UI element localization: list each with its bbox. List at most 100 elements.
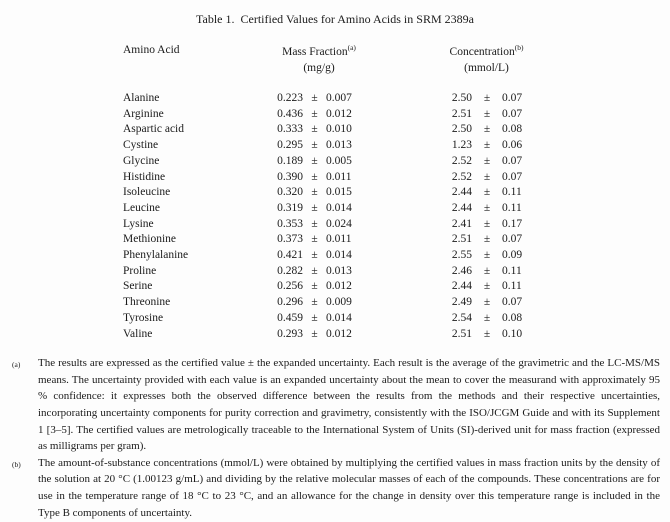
plus-minus-symbol: ± — [311, 249, 318, 262]
mass-fraction-uncertainty: 0.011 — [326, 233, 352, 246]
column-gap — [366, 201, 441, 217]
mass-fraction-value: 0.421 — [277, 249, 303, 262]
concentration-uncertainty: 0.07 — [502, 296, 523, 309]
concentration-value: 2.44 — [451, 201, 472, 214]
concentration-value: 2.51 — [451, 327, 472, 340]
footnote-ref-a: (a) — [347, 43, 356, 53]
column-gap — [366, 138, 441, 154]
mass-fraction-value: 0.319 — [277, 201, 303, 214]
column-gap — [366, 217, 441, 233]
plus-minus-symbol: ± — [483, 154, 491, 167]
plus-minus-symbol: ± — [311, 201, 318, 214]
mass-fraction-uncertainty: 0.005 — [326, 154, 352, 167]
concentration-value: 2.51 — [451, 233, 472, 246]
concentration-value: 2.49 — [451, 296, 472, 309]
amino-acid-name: Phenylalanine — [123, 249, 189, 262]
table-row: Histidine 0.390 ± 0.011 2.52 ± 0.07 — [0, 170, 670, 186]
plus-minus-symbol: ± — [311, 296, 318, 309]
mass-fraction-uncertainty: 0.013 — [326, 264, 352, 277]
plus-minus-symbol: ± — [483, 296, 491, 309]
column-gap — [366, 122, 441, 138]
amino-acid-name: Isoleucine — [123, 186, 171, 199]
concentration-uncertainty: 0.08 — [502, 311, 523, 324]
footnote-a-marker: (a) — [12, 360, 21, 370]
plus-minus-symbol: ± — [483, 123, 491, 136]
table-row: Glycine 0.189 ± 0.005 2.52 ± 0.07 — [0, 154, 670, 170]
concentration-uncertainty: 0.11 — [502, 186, 522, 199]
mass-fraction-value: 0.436 — [277, 107, 303, 120]
plus-minus-symbol: ± — [483, 139, 491, 152]
concentration-uncertainty: 0.07 — [502, 233, 523, 246]
column-gap — [366, 107, 441, 123]
concentration-uncertainty: 0.07 — [502, 154, 523, 167]
column-header-concentration: Concentration(b) (mmol/L) — [441, 44, 532, 76]
table-row: Cystine 0.295 ± 0.013 1.23 ± 0.06 — [0, 138, 670, 154]
mass-fraction-uncertainty: 0.013 — [326, 139, 352, 152]
amino-acid-name: Aspartic acid — [123, 123, 184, 136]
mass-fraction-value: 0.295 — [277, 139, 303, 152]
concentration-value: 2.50 — [451, 123, 472, 136]
table-row: Serine 0.256 ± 0.012 2.44 ± 0.11 — [0, 279, 670, 295]
table-row: Leucine 0.319 ± 0.014 2.44 ± 0.11 — [0, 201, 670, 217]
plus-minus-symbol: ± — [311, 217, 318, 230]
concentration-value: 2.44 — [451, 186, 472, 199]
mass-fraction-uncertainty: 0.012 — [326, 107, 352, 120]
mass-fraction-value: 0.256 — [277, 280, 303, 293]
plus-minus-symbol: ± — [311, 264, 318, 277]
mass-fraction-value: 0.390 — [277, 170, 303, 183]
table-row: Isoleucine 0.320 ± 0.015 2.44 ± 0.11 — [0, 185, 670, 201]
plus-minus-symbol: ± — [311, 107, 318, 120]
amino-acid-name: Alanine — [123, 92, 160, 104]
mass-fraction-uncertainty: 0.010 — [326, 123, 352, 136]
concentration-label-line: Concentration(b) — [441, 44, 532, 60]
concentration-uncertainty: 0.10 — [502, 327, 523, 340]
mass-fraction-uncertainty: 0.014 — [326, 249, 352, 262]
amino-acid-name: Serine — [123, 280, 153, 293]
mass-fraction-value: 0.296 — [277, 296, 303, 309]
mass-fraction-uncertainty: 0.009 — [326, 296, 352, 309]
mass-fraction-uncertainty: 0.012 — [326, 280, 352, 293]
table-title: Table 1. Certified Values for Amino Acid… — [196, 12, 474, 26]
concentration-value: 2.46 — [451, 264, 472, 277]
amino-acid-name: Valine — [123, 327, 153, 340]
plus-minus-symbol: ± — [483, 107, 491, 120]
amino-acid-name: Threonine — [123, 296, 171, 309]
plus-minus-symbol: ± — [483, 280, 491, 293]
amino-acid-name: Glycine — [123, 154, 160, 167]
amino-acid-name: Leucine — [123, 201, 161, 214]
plus-minus-symbol: ± — [311, 154, 318, 167]
plus-minus-symbol: ± — [483, 92, 491, 104]
mass-fraction-value: 0.353 — [277, 217, 303, 230]
amino-acid-name: Tyrosine — [123, 311, 164, 324]
table-row: Alanine 0.223 ± 0.007 2.50 ± 0.07 — [0, 91, 670, 107]
table-header-row: Amino Acid Mass Fraction(a) (mg/g) Conce… — [0, 44, 670, 76]
certified-values-table: Amino Acid Mass Fraction(a) (mg/g) Conce… — [0, 44, 670, 342]
amino-acid-name: Arginine — [123, 107, 164, 120]
concentration-value: 2.44 — [451, 280, 472, 293]
mass-fraction-unit: (mg/g) — [303, 62, 335, 74]
footnote-b-marker: (b) — [12, 459, 21, 469]
concentration-uncertainty: 0.11 — [502, 201, 522, 214]
mass-fraction-value: 0.459 — [277, 311, 303, 324]
footnote-a-text: The results are expressed as the certifi… — [38, 357, 660, 453]
column-gap — [366, 248, 441, 264]
mass-fraction-uncertainty: 0.007 — [326, 92, 352, 104]
plus-minus-symbol: ± — [311, 233, 318, 246]
footnote-b: (b) The amount-of-substance concentratio… — [12, 455, 660, 521]
concentration-uncertainty: 0.17 — [502, 217, 523, 230]
mass-fraction-value: 0.333 — [277, 123, 303, 136]
plus-minus-symbol: ± — [483, 249, 491, 262]
plus-minus-symbol: ± — [483, 264, 491, 277]
footnote-b-text: The amount-of-substance concentrations (… — [38, 456, 660, 519]
plus-minus-symbol: ± — [311, 280, 318, 293]
plus-minus-symbol: ± — [483, 170, 491, 183]
concentration-uncertainty: 0.07 — [502, 170, 523, 183]
mass-fraction-value: 0.373 — [277, 233, 303, 246]
footnote-a: (a) The results are expressed as the cer… — [12, 355, 660, 455]
plus-minus-symbol: ± — [311, 170, 318, 183]
concentration-unit: (mmol/L) — [464, 62, 509, 74]
concentration-value: 2.55 — [451, 249, 472, 262]
table-row: Phenylalanine 0.421 ± 0.014 2.55 ± 0.09 — [0, 248, 670, 264]
amino-acid-name: Proline — [123, 264, 157, 277]
